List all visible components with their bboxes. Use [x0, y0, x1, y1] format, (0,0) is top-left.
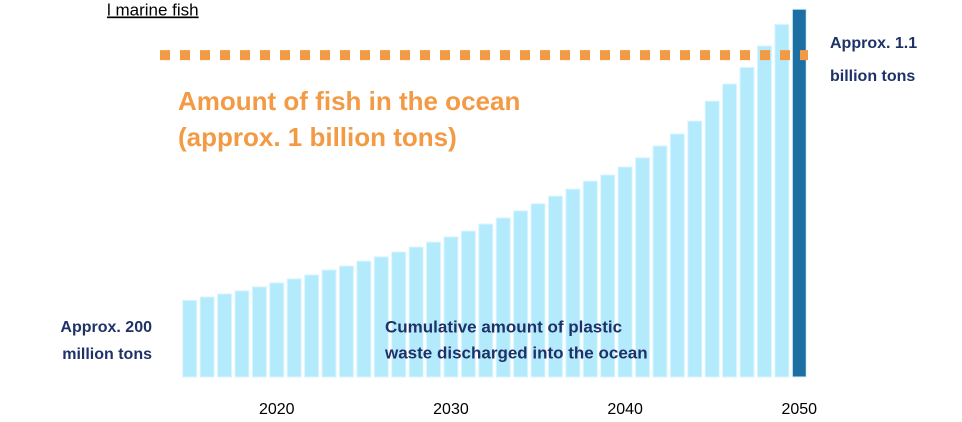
bar	[704, 100, 720, 378]
bar	[565, 188, 581, 378]
bar	[251, 286, 267, 378]
annotation: Cumulative amount of plastic	[385, 317, 622, 336]
bar	[408, 246, 424, 378]
reference-label: Amount of fish in the ocean	[178, 86, 520, 116]
bar	[547, 195, 563, 378]
annotation: million tons	[62, 346, 152, 363]
bar	[338, 265, 354, 378]
bar	[217, 293, 233, 378]
bar	[356, 260, 372, 378]
annotation: Approx. 200	[60, 319, 152, 336]
bar	[774, 24, 790, 378]
x-tick-label: 2020	[259, 401, 295, 418]
bar	[286, 278, 302, 378]
bar	[269, 282, 285, 378]
chart-title: l marine fish	[107, 0, 199, 19]
bar	[530, 203, 546, 378]
bar	[791, 8, 807, 378]
bar	[617, 166, 633, 378]
bar	[652, 145, 668, 378]
annotation: billion tons	[830, 68, 915, 85]
bar	[600, 174, 616, 378]
bar	[582, 180, 598, 378]
bar	[391, 251, 407, 378]
bar	[182, 299, 198, 378]
bar	[426, 241, 442, 378]
bar	[722, 83, 738, 378]
bar	[669, 133, 685, 378]
bar	[756, 45, 772, 378]
bar	[478, 223, 494, 378]
reference-label: (approx. 1 billion tons)	[178, 122, 457, 152]
bar	[460, 230, 476, 378]
bars	[182, 8, 807, 378]
annotation: waste discharged into the ocean	[384, 343, 648, 362]
bar	[443, 236, 459, 378]
x-tick-label: 2040	[607, 401, 643, 418]
bar	[513, 210, 529, 378]
bar	[495, 217, 511, 378]
bar	[687, 120, 703, 378]
bar	[304, 274, 320, 378]
x-tick-label: 2030	[433, 401, 469, 418]
x-tick-label: 2050	[781, 401, 817, 418]
bar	[739, 66, 755, 378]
bar	[373, 256, 389, 378]
bar	[234, 290, 250, 378]
bar	[199, 296, 215, 378]
annotation: Approx. 1.1	[830, 35, 917, 52]
bar	[321, 269, 337, 378]
bar	[635, 157, 651, 378]
